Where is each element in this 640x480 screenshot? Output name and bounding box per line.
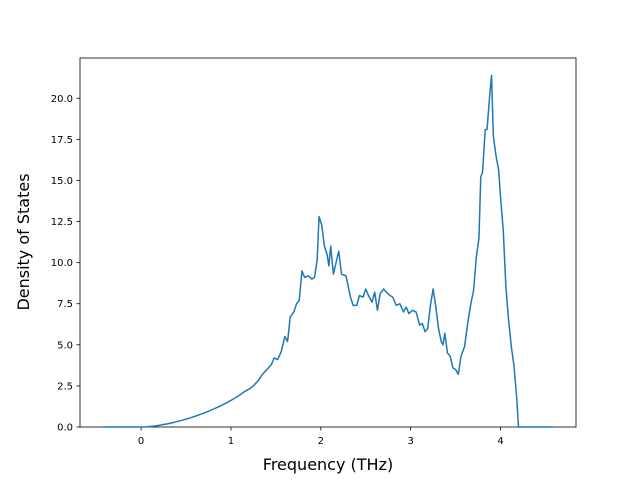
y-tick-label: 2.5 bbox=[57, 381, 73, 392]
y-tick-label: 10.0 bbox=[51, 258, 73, 269]
x-tick-label: 0 bbox=[138, 436, 144, 447]
y-tick-label: 7.5 bbox=[57, 299, 73, 310]
y-tick-label: 5.0 bbox=[57, 340, 73, 351]
x-tick-label: 1 bbox=[228, 436, 234, 447]
y-tick-label: 17.5 bbox=[51, 135, 73, 146]
y-tick-label: 12.5 bbox=[51, 217, 73, 228]
y-tick-label: 15.0 bbox=[51, 176, 73, 187]
x-tick-label: 2 bbox=[318, 436, 324, 447]
x-axis-label: Frequency (THz) bbox=[263, 455, 393, 474]
x-tick-label: 3 bbox=[407, 436, 413, 447]
y-tick-label: 0.0 bbox=[57, 423, 73, 434]
y-tick-label: 20.0 bbox=[51, 94, 73, 105]
y-axis-label: Density of States bbox=[14, 173, 33, 310]
dos-line bbox=[102, 74, 554, 428]
axes-frame bbox=[79, 57, 577, 428]
x-tick-label: 4 bbox=[497, 436, 503, 447]
